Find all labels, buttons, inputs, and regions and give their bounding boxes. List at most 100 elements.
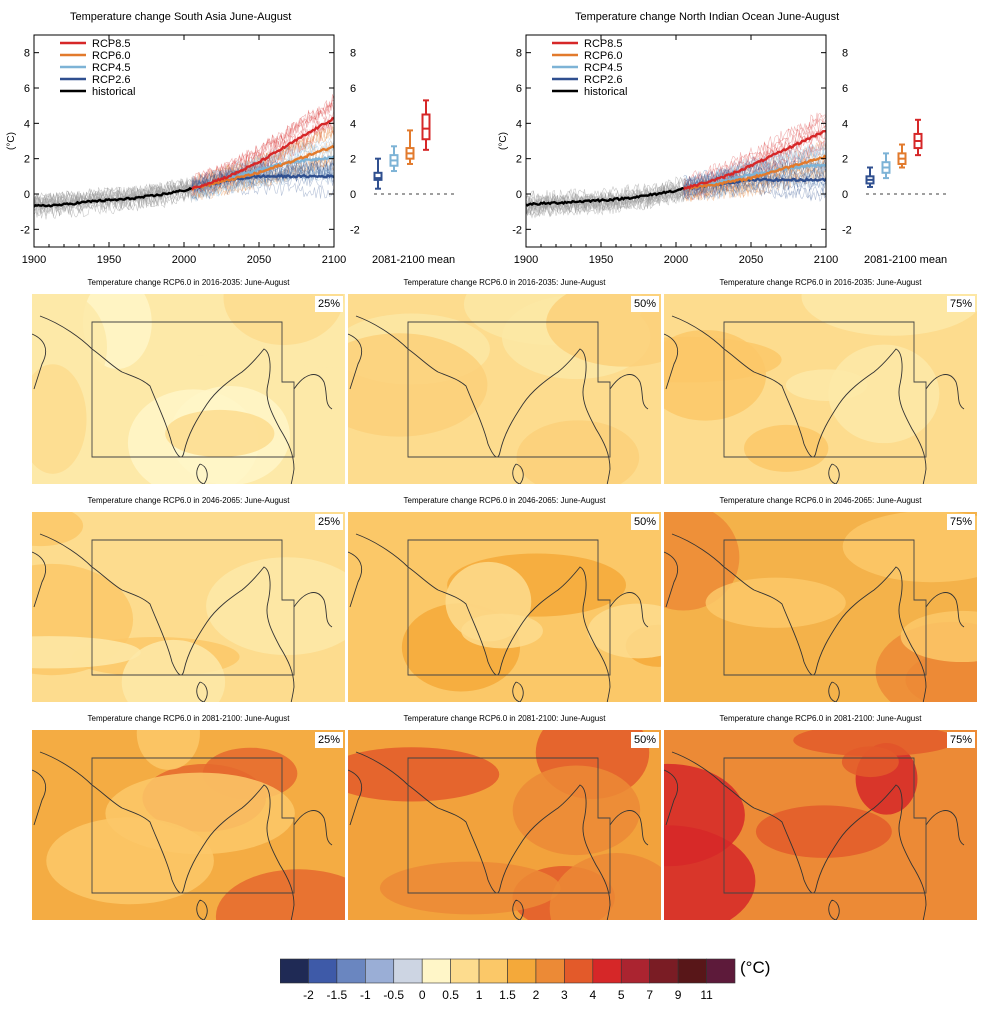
map-contour-patch [461,613,543,649]
map-title: Temperature change RCP6.0 in 2081-2100: … [348,714,661,729]
ensemble-member-line [191,164,334,200]
box-plot-label: 2081-2100 mean [372,254,455,266]
ensemble-member-line [191,127,334,188]
ensemble-member-line [191,122,334,197]
chart-title-north-indian-ocean: Temperature change North Indian Ocean Ju… [575,11,840,23]
box-rcp60 [405,129,415,165]
legend-label: RCP8.5 [92,38,131,50]
colorbar-tick-label: 1.5 [499,988,516,1002]
ensemble-member-line [683,152,826,196]
x-tick-label: 2000 [172,254,196,266]
map-panel: 25% [32,730,345,920]
map-title-text: Temperature change RCP6.0 in 2046-2065: … [719,496,922,505]
y-tick-label: 4 [516,118,522,130]
box-rcp60 [897,143,907,169]
ensemble-member-line [683,183,826,200]
map-title: Temperature change RCP6.0 in 2081-2100: … [664,714,977,729]
map-title: Temperature change RCP6.0 in 2016-2035: … [664,278,977,293]
y-tick-label: 8 [24,48,30,60]
colorbar-tick-label: 9 [675,988,682,1002]
map-contour-patch [546,294,661,367]
series-mean-line-rcp60 [682,154,826,191]
ensemble-member-line [191,144,334,190]
y-tick-label: 6 [24,83,30,95]
colorbar-swatch [564,958,594,984]
percentile-label: 50% [630,514,659,530]
region-outline [723,539,927,676]
box-rcp26 [373,157,383,190]
ensemble-member-line [683,112,826,186]
box-rcp45 [389,145,399,173]
legend-label: RCP6.0 [92,50,131,62]
map-contour-patch [828,344,940,444]
colorbar-swatch [620,958,650,984]
y-tick-label-right: 0 [842,189,848,201]
box-rcp85 [421,99,431,151]
coastline [32,751,333,920]
map-title-text: Temperature change RCP6.0 in 2016-2035: … [403,278,606,287]
colorbar-tick-label: 4 [589,988,596,1002]
region-outline [407,757,611,894]
map-title: Temperature change RCP6.0 in 2081-2100: … [32,714,345,729]
ensemble-member-line [191,94,334,188]
ensemble-member-line [191,154,334,195]
percentile-label: 50% [630,732,659,748]
colorbar-tick-label: -1.5 [327,988,348,1002]
colorbar-swatch [677,958,707,984]
map-svg [664,512,977,702]
map-panel: 50% [348,294,661,484]
map-panel: 75% [664,512,977,702]
ensemble-member-line [683,173,826,200]
legend-label: RCP4.5 [584,62,623,74]
map-contour-patch [743,424,829,472]
box-rcp85 [913,118,923,157]
map-svg [32,730,345,920]
y-tick-label: 2 [24,154,30,166]
coastline [32,533,333,702]
y-tick-label: 0 [516,189,522,201]
ensemble-member-line [34,186,192,215]
coastline [664,315,965,484]
map-panel: 25% [32,512,345,702]
y-tick-label: 6 [516,83,522,95]
ensemble-member-line [191,126,334,187]
ensemble-member-line [191,154,334,200]
map-contour-patch [165,409,275,458]
map-title-text: Temperature change RCP6.0 in 2046-2065: … [403,496,606,505]
map-title-text: Temperature change RCP6.0 in 2046-2065: … [87,496,290,505]
x-tick-label: 2050 [247,254,271,266]
map-panel: 25% [32,294,345,484]
colorbar-swatch [393,958,423,984]
map-contour-patch [105,772,295,855]
map-contour-patch [905,648,977,702]
ensemble-member-line [191,154,334,201]
map-contour-patch [348,747,500,802]
map-contour-patch [348,333,488,437]
legend-label: historical [584,86,627,98]
ensemble-member-line [191,180,334,202]
coastline [664,751,965,920]
ensemble-member-line [191,165,334,193]
x-tick-label: 1900 [514,254,538,266]
percentile-label: 75% [946,732,975,748]
chart-title-south-asia: Temperature change South Asia June-Augus… [70,11,292,23]
colorbar: -2 -1.5 -1 -0.5 0 0.5 1 1.5 2 3 4 5 7 9 11 [280,958,736,1002]
region-outline [407,321,611,458]
y-tick-label: 8 [516,48,522,60]
coastline [348,533,649,702]
legend-label: RCP6.0 [584,50,623,62]
y-tick-label-right: 2 [350,154,356,166]
x-tick-label: 2100 [322,254,346,266]
x-tick-label: 1950 [589,254,613,266]
map-contour-patch [793,730,957,757]
percentile-label: 25% [314,732,343,748]
map-contour-patch [785,369,868,401]
colorbar-tick-label: 0 [419,988,426,1002]
y-tick-label: -2 [20,224,30,236]
box-body [421,113,431,141]
colorbar-tick-label: 0.5 [442,988,459,1002]
y-tick-label-right: 8 [350,48,356,60]
legend-label: RCP2.6 [92,74,131,86]
y-tick-label-right: 6 [350,83,356,95]
